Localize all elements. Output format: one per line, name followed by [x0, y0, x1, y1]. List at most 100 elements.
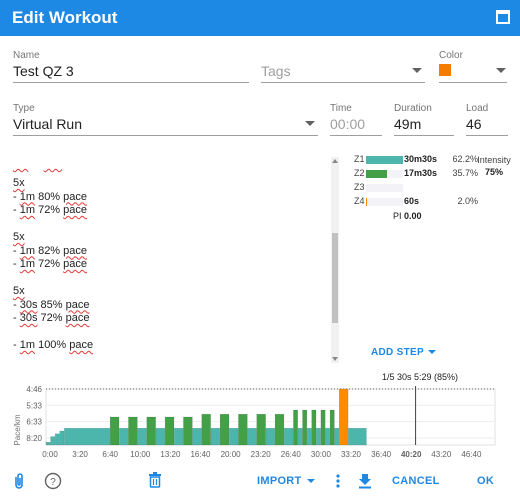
- zone-time: 60s: [404, 196, 420, 206]
- workout-step-bar: [306, 427, 312, 446]
- editor-clipped-line: [13, 157, 331, 177]
- workout-step-bar: [174, 427, 184, 446]
- zone-name: Z4: [354, 196, 365, 206]
- tags-dropdown-icon[interactable]: [412, 68, 422, 73]
- help-icon[interactable]: ?: [44, 472, 62, 490]
- workout-step-bar: [320, 409, 326, 446]
- chevron-down-icon: [306, 479, 315, 484]
- color-label: Color: [439, 50, 463, 61]
- workout-step-bar: [192, 427, 202, 446]
- workout-step-bar: [283, 427, 294, 446]
- name-label: Name: [13, 50, 40, 61]
- editor-scrollbar[interactable]: [331, 157, 339, 363]
- x-tick-label: 20:00: [221, 450, 242, 459]
- workout-step-bar: [274, 413, 285, 446]
- editor-line: - 1m 100% pace: [13, 339, 94, 351]
- name-underline: [13, 82, 249, 83]
- time-label: Time: [330, 103, 352, 114]
- pi-readout: PI 0.00: [393, 211, 422, 221]
- duration-input[interactable]: 49m: [394, 116, 422, 132]
- import-button[interactable]: IMPORT: [257, 475, 315, 487]
- editor-line: 5x: [13, 177, 25, 189]
- add-step-button[interactable]: ADD STEP: [371, 347, 436, 358]
- editor-line: 5x: [13, 285, 25, 297]
- workout-step-bar: [265, 427, 276, 446]
- load-underline: [466, 135, 508, 136]
- color-underline: [439, 82, 507, 83]
- workout-step-bar: [50, 436, 56, 446]
- workout-step-bar: [128, 416, 138, 446]
- workout-step-bar: [297, 427, 303, 446]
- ok-button[interactable]: OK: [477, 475, 495, 487]
- workout-step-bar: [59, 430, 65, 446]
- svg-text:?: ?: [50, 477, 56, 488]
- type-select[interactable]: Virtual Run: [13, 116, 83, 132]
- zone-bar-fill: [366, 198, 367, 206]
- editor-line: [13, 218, 331, 232]
- x-tick-label: 46:40: [461, 450, 482, 459]
- editor-line: - 1m 72% pace: [13, 204, 88, 216]
- zone-name: Z1: [354, 154, 365, 164]
- y-tick-label: 8:20: [26, 434, 42, 443]
- type-label: Type: [13, 103, 35, 114]
- x-tick-label: 0:00: [42, 450, 58, 459]
- name-input[interactable]: Test QZ 3: [13, 63, 74, 79]
- intensity-readout: Intensity 75%: [474, 155, 514, 177]
- workout-chart[interactable]: 1/5 30s 5:29 (85%) Pace/km 4:46 5:33 6:33 8…: [0, 368, 520, 468]
- workout-step-bar: [155, 427, 166, 446]
- editor-line: [13, 326, 331, 340]
- zone-bar-track: [366, 198, 403, 206]
- zone-percent: 62.2%: [452, 154, 478, 164]
- zone-name: Z3: [354, 182, 365, 192]
- x-tick-label: 43:20: [431, 450, 452, 459]
- scrollbar-thumb[interactable]: [332, 233, 338, 323]
- delete-icon[interactable]: [148, 472, 162, 488]
- workout-step-bar: [164, 416, 175, 446]
- scroll-down-icon[interactable]: [332, 357, 338, 361]
- load-input[interactable]: 46: [466, 116, 482, 132]
- dialog-title: Edit Workout: [12, 8, 118, 27]
- x-tick-label: 40:20: [401, 450, 422, 459]
- workout-step-bar: [302, 409, 308, 446]
- x-tick-label: 16:40: [190, 450, 211, 459]
- workout-step-bar: [64, 427, 111, 446]
- color-dropdown-icon[interactable]: [496, 68, 506, 73]
- workout-text-editor[interactable]: 5x - 1m 80% pace - 1m 72% pace 5x - 1m 82% p…: [13, 157, 331, 363]
- x-tick-label: 3:20: [72, 450, 88, 459]
- type-dropdown-icon[interactable]: [305, 121, 315, 126]
- workout-step-bar: [229, 427, 239, 446]
- workout-step-bar: [325, 427, 331, 446]
- chevron-down-icon: [427, 350, 436, 355]
- x-tick-label: 30:00: [311, 450, 332, 459]
- import-label: IMPORT: [257, 475, 302, 487]
- attach-icon[interactable]: [12, 472, 26, 490]
- workout-step-bar: [54, 433, 60, 446]
- load-label: Load: [466, 103, 489, 114]
- time-input[interactable]: 00:00: [330, 116, 366, 132]
- zone-bar-track: [366, 184, 403, 192]
- zone-percent: 2.0%: [457, 196, 478, 206]
- color-swatch[interactable]: [439, 64, 451, 76]
- x-tick-label: 26:40: [281, 450, 302, 459]
- y-tick-label: 4:46: [26, 385, 42, 394]
- tags-select[interactable]: Tags: [261, 63, 291, 79]
- scroll-up-icon[interactable]: [332, 159, 338, 163]
- workout-step-bar: [338, 388, 349, 446]
- workout-step-bar: [183, 416, 193, 446]
- zone-time: 30m30s: [404, 154, 438, 164]
- time-underline: [330, 135, 382, 136]
- y-axis-label: Pace/km: [13, 414, 22, 445]
- workout-step-bar: [348, 427, 367, 446]
- cancel-button[interactable]: CANCEL: [392, 475, 440, 487]
- workout-step-bar: [146, 416, 156, 446]
- more-vert-icon[interactable]: [335, 473, 341, 489]
- workout-step-bar: [201, 413, 211, 446]
- workout-step-bar: [334, 427, 340, 446]
- x-tick-label: 23:20: [251, 450, 272, 459]
- x-tick-label: 13:20: [160, 450, 181, 459]
- maximize-icon[interactable]: [496, 10, 510, 24]
- download-icon[interactable]: [358, 473, 372, 489]
- editor-line: [13, 272, 331, 286]
- tags-underline: [261, 82, 425, 83]
- duration-label: Duration: [394, 103, 432, 114]
